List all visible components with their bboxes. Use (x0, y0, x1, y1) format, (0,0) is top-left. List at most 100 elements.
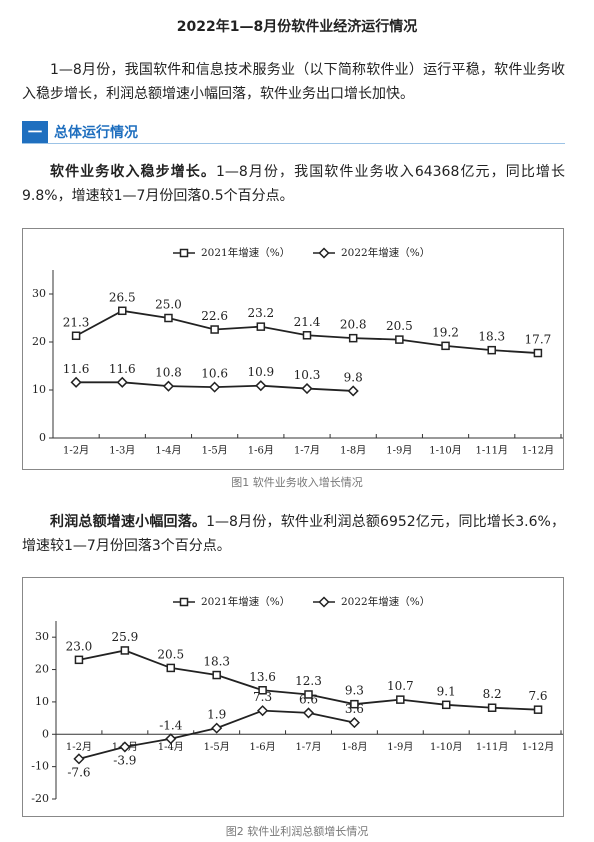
data-label: 18.3 (478, 330, 505, 344)
intro: 1—8月份，我国软件和信息技术服务业（以下简称软件业）运行平稳，软件业务收入稳步… (22, 62, 565, 102)
x-tick-label: 1-5月 (202, 445, 228, 457)
marker (441, 341, 450, 351)
marker (118, 306, 127, 316)
marker (347, 385, 359, 397)
marker (487, 703, 497, 712)
data-label: 6.6 (299, 692, 318, 706)
x-tick-label: 1-12月 (522, 445, 554, 457)
marker (348, 333, 358, 343)
section-number: 一 (22, 121, 48, 143)
data-label: 25.0 (155, 298, 182, 312)
y-tick-label: 0 (39, 431, 46, 444)
chart: 0 10 20 30 1-2月 1-3月 1-4月 1-5月 1-6月 1-7月 1-8月 1-9月 1… (32, 246, 567, 457)
marker (348, 717, 360, 729)
x-tick-label: 1-10月 (430, 741, 462, 753)
section-heading: 一总体运行情况 (22, 121, 565, 144)
y-tick-label: 30 (32, 287, 46, 300)
data-label: 20.8 (340, 318, 367, 332)
marker (116, 376, 128, 388)
data-label: 18.3 (203, 655, 230, 669)
caption: 图2 软件业利润总额增长情况 (225, 825, 369, 838)
marker (209, 381, 221, 393)
marker (302, 707, 315, 719)
text: 1—8月份，我国软件业务收入64368亿元，同比增长9.8%，增速较1—7月份回… (22, 164, 565, 204)
x-tick-label: 1-6月 (250, 741, 276, 753)
data-label: 20.5 (386, 319, 413, 333)
marker (166, 663, 176, 673)
marker (212, 670, 221, 680)
x-tick-label: 1-9月 (386, 445, 412, 457)
legend-marker (318, 247, 330, 259)
doc-title: 2022年1—8月份软件业经济运行情况 (176, 19, 418, 35)
marker (70, 376, 82, 388)
data-label: 10.8 (155, 366, 182, 380)
marker (301, 382, 313, 395)
data-label: 1.9 (207, 708, 226, 722)
marker (533, 348, 543, 358)
marker (441, 700, 451, 710)
data-label: 13.6 (249, 670, 276, 684)
marker (255, 380, 267, 392)
chart-box: 0 10 20 30 1-2月 1-3月 1-4月 1-5月 1-6月 1-7月 1-8月 1-9月 1… (22, 228, 567, 470)
x-tick-label: 1-4月 (158, 741, 184, 753)
x-tick-label: 1-9月 (387, 741, 413, 753)
marker (350, 699, 359, 709)
data-label: 9.3 (345, 684, 364, 698)
marker (73, 753, 85, 765)
x-tick-label: 1-7月 (295, 741, 321, 753)
marker (257, 705, 269, 717)
marker (74, 655, 84, 665)
data-label: 11.6 (63, 362, 90, 376)
lead: 软件业务收入稳步增长。 (50, 164, 216, 180)
data-label: 10.7 (387, 679, 414, 693)
data-label: 19.2 (432, 325, 459, 339)
x-tick-label: 1-5月 (204, 741, 230, 753)
marker (165, 733, 177, 745)
chart-box: -20-1001020301-2月1-3月1-4月1-5月1-6月1-7月1-8… (22, 577, 567, 817)
caption: 图1 软件业务收入增长情况 (231, 476, 363, 489)
marker (302, 331, 312, 340)
data-label: 9.1 (437, 684, 456, 698)
marker (304, 690, 313, 699)
legend-label: 2021年增速（%） (201, 595, 290, 608)
data-label: 3.6 (345, 702, 364, 716)
data-label: 9.8 (344, 370, 363, 384)
marker (71, 331, 81, 341)
chart: -20-1001020301-2月1-3月1-4月1-5月1-6月1-7月1-8… (31, 595, 567, 805)
marker (210, 325, 219, 334)
x-tick-label: 1-12月 (522, 741, 554, 753)
data-label: 7.3 (253, 690, 272, 704)
data-label: 26.5 (109, 290, 136, 304)
y-tick-label: 20 (32, 335, 46, 348)
x-tick-label: 1-7月 (294, 445, 320, 457)
legend-label: 2022年增速（%） (341, 246, 430, 259)
x-tick-label: 1-4月 (155, 445, 181, 457)
legend-marker (179, 248, 189, 258)
data-label: 25.9 (112, 630, 139, 644)
marker (119, 741, 131, 753)
data-label: 21.3 (63, 315, 90, 329)
marker (164, 313, 173, 323)
y-tick-label: 10 (32, 383, 46, 396)
data-label: -1.4 (159, 718, 183, 732)
data-label: 12.3 (295, 674, 322, 688)
data-label: 8.2 (483, 687, 502, 701)
lead: 利润总额增速小幅回落。 (50, 514, 207, 530)
legend-label: 2022年增速（%） (341, 595, 430, 608)
data-label: 7.6 (528, 689, 547, 703)
y-tick-label: 20 (35, 663, 49, 676)
x-tick-label: 1-2月 (66, 741, 92, 753)
data-label: 10.6 (201, 367, 228, 381)
paragraph: 软件业务收入稳步增长。1—8月份，我国软件业务收入64368亿元，同比增长9.8… (22, 160, 565, 208)
y-tick-label: 30 (35, 630, 49, 643)
x-tick-label: 1-10月 (429, 445, 461, 457)
marker (396, 695, 405, 704)
legend-marker (179, 597, 189, 607)
data-label: 20.5 (157, 647, 184, 661)
data-label: 21.4 (294, 315, 321, 329)
marker (533, 705, 543, 714)
legend-marker (318, 596, 330, 608)
x-tick-label: 1-11月 (475, 445, 507, 457)
marker (211, 722, 223, 734)
x-tick-label: 1-3月 (109, 445, 135, 457)
